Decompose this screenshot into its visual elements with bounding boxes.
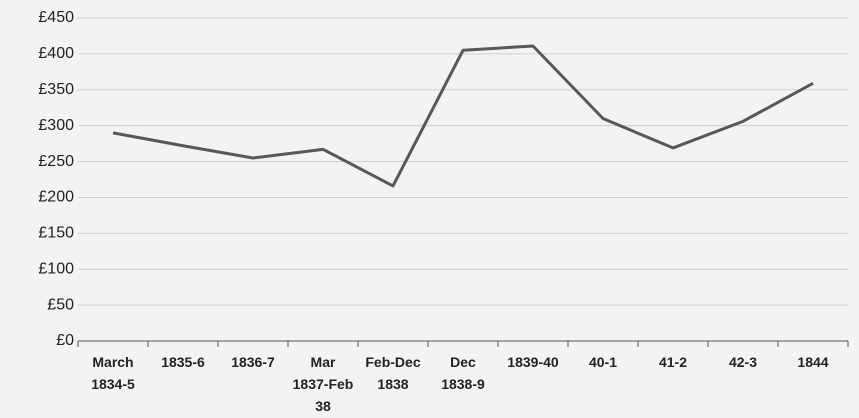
data-line	[112, 44, 814, 188]
x-tick-label: Mar 1837-Feb 38	[293, 354, 354, 414]
x-tick-label-line: 1839-40	[507, 354, 559, 370]
y-tick-label: £150	[38, 225, 74, 242]
x-tick-label-line: 1837-Feb	[293, 376, 354, 392]
x-tick-label-line: 41-2	[659, 354, 687, 370]
x-tick-label: 40-1	[589, 354, 617, 370]
x-tick-label: 1835-6	[161, 354, 205, 370]
x-tick-label-line: 1838-9	[441, 376, 485, 392]
y-tick-label: £450	[38, 9, 74, 26]
x-tick-label: March 1834-5	[91, 354, 135, 392]
y-tick-label: £0	[56, 332, 74, 349]
x-tick-label: 1836-7	[231, 354, 275, 370]
x-tick-label-line: 1836-7	[231, 354, 275, 370]
y-tick-label: £250	[38, 153, 74, 170]
x-tick-label-line: 42-3	[729, 354, 757, 370]
x-tick-label-line: 1844	[797, 354, 828, 370]
x-tick-label: 1844	[797, 354, 828, 370]
x-tick-label-line: 1838	[377, 376, 408, 392]
x-tick-label-line: March	[92, 354, 133, 370]
x-tick-label-line: Mar	[311, 354, 336, 370]
x-tick-label-line: 38	[315, 398, 331, 414]
x-tick-label: 1839-40	[507, 354, 559, 370]
y-tick-label: £350	[38, 81, 74, 98]
x-tick-label-line: 1834-5	[91, 376, 135, 392]
y-tick-label: £50	[47, 296, 74, 313]
x-tick-label-line: 1835-6	[161, 354, 205, 370]
y-tick-label: £400	[38, 45, 74, 62]
x-tick-label: Dec 1838-9	[441, 354, 485, 392]
x-tick-label: 42-3	[729, 354, 757, 370]
y-tick-label: £100	[38, 260, 74, 277]
y-tick-label: £200	[38, 189, 74, 206]
x-tick-label-line: 40-1	[589, 354, 617, 370]
x-tick-label-line: Feb-Dec	[365, 354, 420, 370]
x-tick-label: 41-2	[659, 354, 687, 370]
x-tick-label: Feb-Dec 1838	[365, 354, 420, 392]
x-tick-label-line: Dec	[450, 354, 476, 370]
y-tick-label: £300	[38, 117, 74, 134]
